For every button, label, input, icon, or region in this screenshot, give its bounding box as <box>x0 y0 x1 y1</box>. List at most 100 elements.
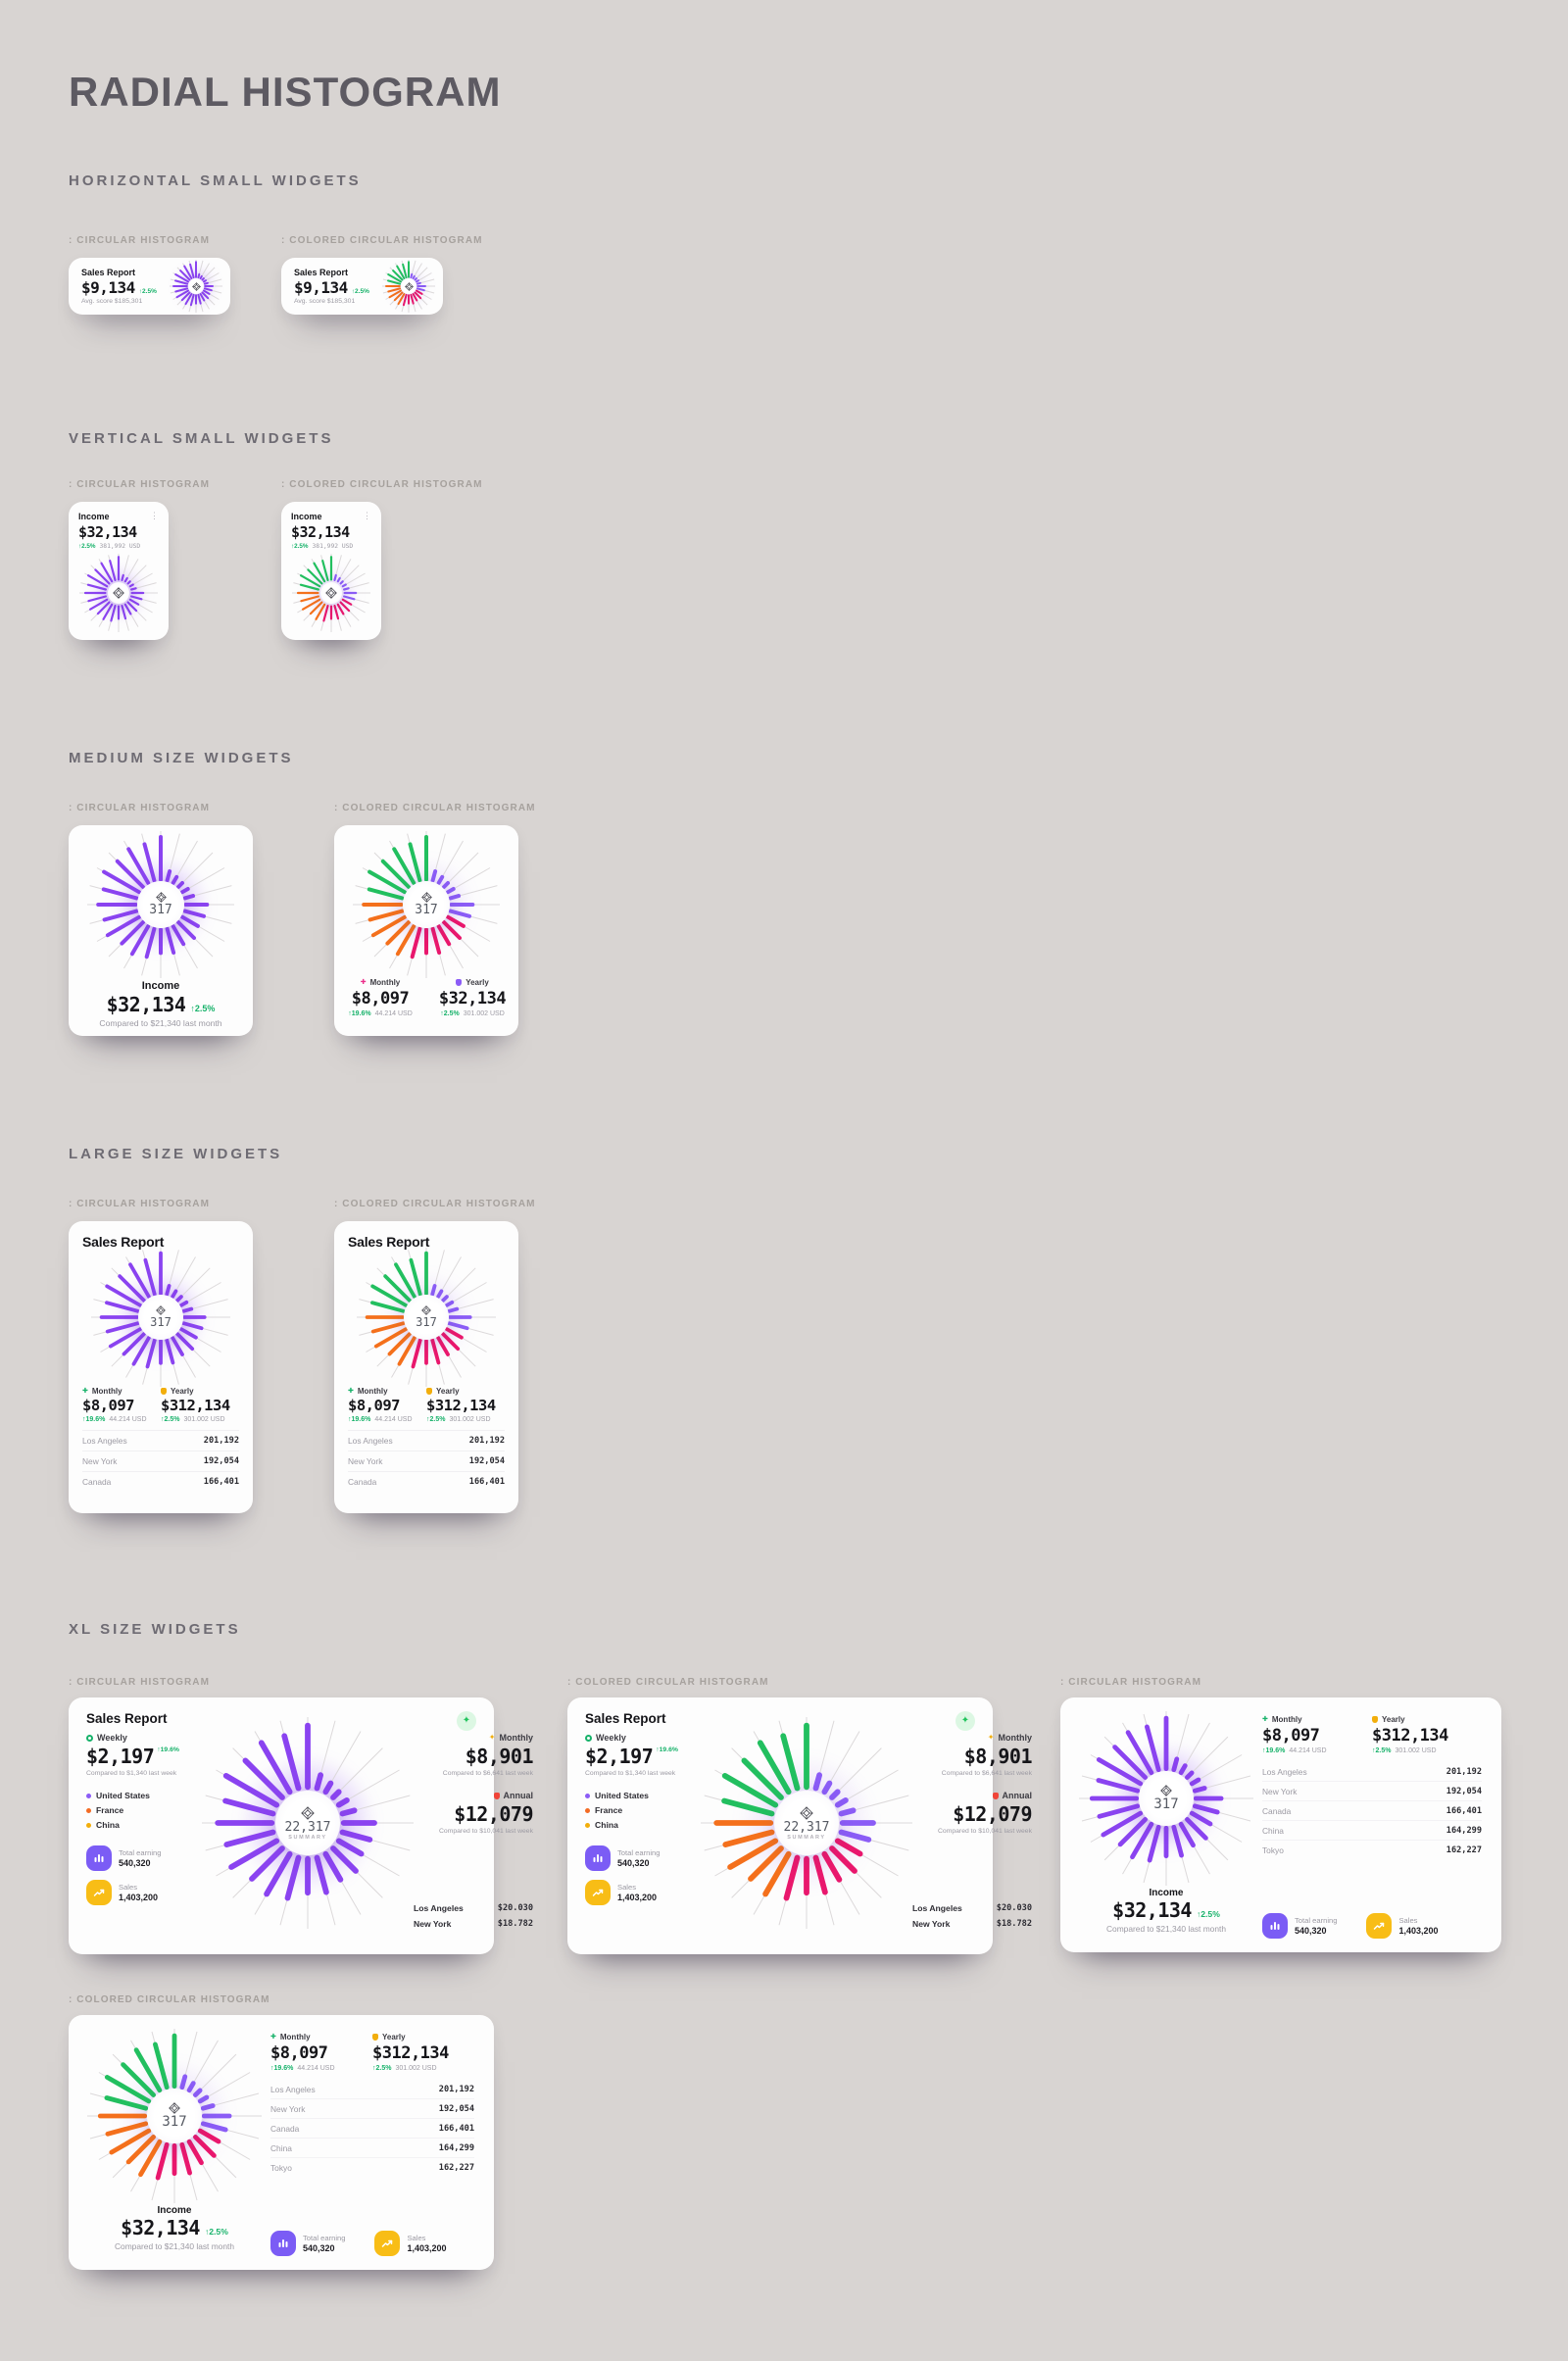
income-medium-widget-colored: 317 ✚ Monthly $8,097 ↑19.6% 44.214 USD <box>334 825 518 1036</box>
widget-label-text: Income <box>141 980 180 992</box>
table-row: New York $18.782 <box>414 1919 533 1929</box>
delta-badge: ↑2.5% <box>78 543 96 550</box>
label-row: : CIRCULAR HISTOGRAM : COLORED CIRCULAR … <box>69 798 1535 815</box>
widget-caption: 381,992 USD <box>99 543 141 550</box>
country-legend: United States France China <box>86 1791 202 1830</box>
widget-label-plain: : CIRCULAR HISTOGRAM <box>69 479 211 490</box>
legend-label: China <box>96 1820 120 1830</box>
annual-icon <box>992 1792 999 1799</box>
legend-label: Monthly <box>499 1733 534 1743</box>
gem-icon <box>169 2102 180 2114</box>
yearly-icon <box>372 2034 378 2041</box>
widget-label-colored: : COLORED CIRCULAR HISTOGRAM <box>334 803 536 813</box>
radial-histogram <box>87 2029 262 2203</box>
sparkle-button[interactable]: ✦ <box>457 1711 476 1731</box>
chart-center: 22,317 SUMMARY <box>774 1791 839 1855</box>
stats-list: Total earning 540,320 Sales 1,403,200 <box>1262 1913 1482 1939</box>
row-value: $20.030 <box>996 1903 1032 1913</box>
widget-label-plain: : CIRCULAR HISTOGRAM <box>1060 1677 1202 1688</box>
widget-label-text: Income <box>157 2205 192 2216</box>
monthly-icon: ✚ <box>360 979 367 986</box>
page-title: RADIAL HISTOGRAM <box>69 69 502 115</box>
widget-title: Income <box>291 512 322 521</box>
stat-label: Sales <box>407 2234 426 2242</box>
radial-chart: 317 <box>353 831 500 978</box>
widget-label-colored: : COLORED CIRCULAR HISTOGRAM <box>334 1199 536 1209</box>
legend-label: Yearly <box>1382 1715 1405 1724</box>
monthly-icon: ✦ <box>987 1733 995 1742</box>
widget-title: Sales Report <box>348 1234 430 1250</box>
monthly-value: $8,097 <box>82 1397 135 1414</box>
row-value: 162,227 <box>438 2162 474 2173</box>
stat-label: Sales <box>119 1883 137 1892</box>
row-value: 201,192 <box>203 1436 239 1446</box>
delta-badge: ↑2.5% <box>138 288 157 295</box>
bar-chart-icon <box>585 1845 611 1871</box>
row-name: New York <box>1262 1786 1298 1796</box>
more-menu-icon[interactable]: ⋮ <box>363 511 371 520</box>
france-dot-icon <box>86 1807 91 1813</box>
monthly-icon: ✚ <box>82 1388 88 1395</box>
table-row: Canada 166,401 <box>270 2118 474 2138</box>
radial-chart <box>292 554 370 632</box>
stat-label: Total earning <box>303 2234 346 2242</box>
income-xl-widget-colored: 317 Income $32,134 ↑2.5% Compared to $21… <box>69 2015 494 2270</box>
radial-chart: 317 <box>87 2029 262 2203</box>
monthly-icon: ✦ <box>488 1733 496 1742</box>
widget-title: Sales Report <box>82 1234 165 1250</box>
france-dot-icon <box>585 1807 590 1813</box>
row-value: 166,401 <box>438 2123 474 2134</box>
row-name: Tokyo <box>1262 1845 1284 1855</box>
widget-caption: Compared to $21,340 last month <box>115 2241 234 2251</box>
row-value: 201,192 <box>438 2084 474 2094</box>
row-value: 192,054 <box>468 1456 505 1466</box>
chart-center-value: 317 <box>416 1315 437 1329</box>
chart-center-value: 317 <box>162 2114 187 2130</box>
caption: 44.214 USD <box>1289 1747 1327 1754</box>
row-name: Tokyo <box>270 2162 292 2173</box>
delta-badge: ↑19.6% <box>1262 1747 1286 1754</box>
radial-histogram <box>357 1248 496 1387</box>
stats-list: Total earning 540,320 Sales 1,403,200 <box>585 1845 701 1905</box>
chart-center-value: 317 <box>150 1315 172 1329</box>
table-row: Canada 166,401 <box>348 1471 505 1492</box>
gem-icon <box>800 1805 813 1820</box>
legend-label: Weekly <box>596 1733 626 1743</box>
row-value: $18.782 <box>497 1919 533 1929</box>
delta-badge: ↑19.6% <box>82 1416 106 1423</box>
row-value: 166,401 <box>1446 1805 1482 1816</box>
gem-icon <box>420 892 432 903</box>
delta-badge: ↑2.5% <box>372 2065 392 2072</box>
gem-icon <box>301 1805 315 1820</box>
row-name: China <box>270 2142 292 2153</box>
chart-center <box>108 582 129 604</box>
table-row: New York 192,054 <box>270 2098 474 2118</box>
delta-badge: ↑19.6% <box>157 1746 179 1753</box>
widget-title: Sales Report <box>585 1711 666 1726</box>
section-heading-xl: XL SIZE WIDGETS <box>69 1621 241 1638</box>
widget-title: Sales Report <box>81 268 136 277</box>
stat-value: 540,320 <box>617 1858 650 1868</box>
delta-badge: ↑2.5% <box>190 1004 216 1013</box>
row-value: 201,192 <box>468 1436 505 1446</box>
chart-center: 317 <box>403 881 450 928</box>
weekly-icon <box>86 1734 93 1742</box>
monthly-value: $8,097 <box>351 989 410 1008</box>
yearly-icon <box>456 979 463 986</box>
yearly-value: $312,134 <box>426 1397 496 1414</box>
section-large: LARGE SIZE WIDGETS : CIRCULAR HISTOGRAM … <box>69 1146 1535 1513</box>
bar-chart-icon <box>86 1845 112 1871</box>
more-menu-icon[interactable]: ⋮ <box>150 511 159 520</box>
monthly-icon: ✚ <box>348 1388 354 1395</box>
delta-badge: ↑19.6% <box>348 1416 371 1423</box>
united-states-dot-icon <box>86 1793 91 1798</box>
gem-icon <box>325 587 337 599</box>
stats-list: Total earning 540,320 Sales 1,403,200 <box>86 1845 202 1905</box>
sparkle-button[interactable]: ✦ <box>956 1711 975 1731</box>
caption: 301.002 USD <box>449 1416 491 1423</box>
radial-histogram <box>1079 1711 1253 1886</box>
caption: 301.002 USD <box>1395 1747 1437 1754</box>
legend-label: United States <box>595 1791 649 1800</box>
radial-chart: 317 <box>357 1248 496 1387</box>
